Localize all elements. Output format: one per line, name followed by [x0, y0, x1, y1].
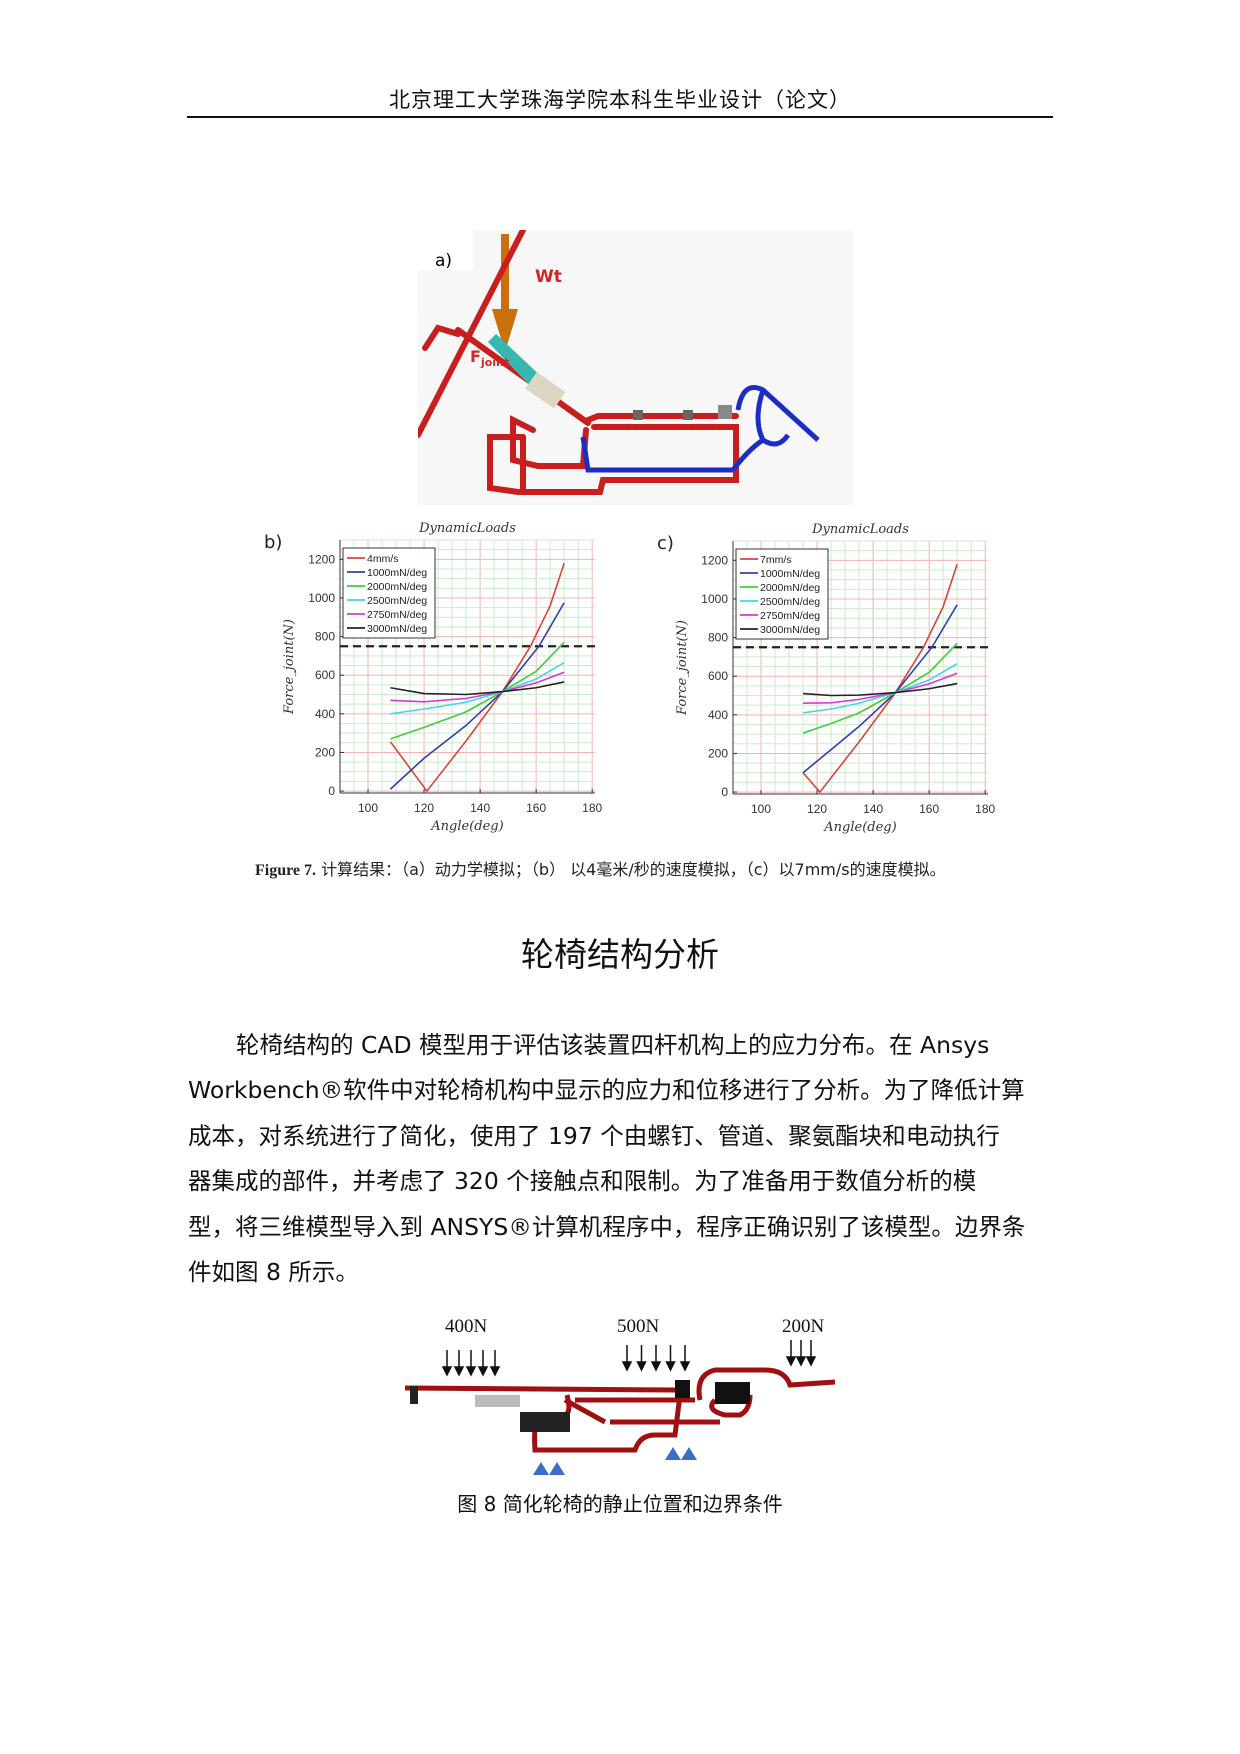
load-label-200n: 200N [782, 1316, 825, 1337]
series-line-2500mN/deg [802, 662, 958, 714]
y-tick-label: 0 [721, 785, 728, 799]
series-line-1000mN/deg [389, 602, 565, 790]
legend [342, 547, 436, 639]
x-tick-label: 120 [414, 801, 434, 815]
series-line-2000mN/deg [802, 642, 958, 734]
load-label-500n: 500N [617, 1316, 660, 1337]
series-line-3000mN/deg [802, 682, 958, 697]
body-line: Workbench®软件中对轮椅机构中显示的应力和位移进行了分析。为了降低计算 [188, 1076, 1025, 1104]
running-header: 北京理工大学珠海学院本科生毕业设计（论文） [389, 88, 851, 112]
panel-label: b) [264, 532, 282, 553]
label-fjoint: Fjoint [470, 347, 509, 369]
load-arrow [795, 1356, 807, 1367]
y-tick-label: 400 [315, 707, 335, 721]
body-line: 轮椅结构的 CAD 模型用于评估该装置四杆机构上的应力分布。在 Ansys [236, 1031, 990, 1059]
y-tick-label: 600 [708, 669, 728, 683]
chart-b: 100 120 140 160 180 0 200 400 600 800 1000 1200 4mm/… [250, 510, 630, 844]
y-tick-label: 800 [708, 631, 728, 645]
legend-label: 2500mN/deg [760, 596, 820, 608]
caption-prefix: Figure 7. [255, 862, 317, 879]
chart-svg: 100 120 140 160 180 0 200 400 600 800 1000 1200 7mm/… [657, 522, 996, 835]
y-tick-label: 800 [315, 630, 335, 644]
body-line: 型，将三维模型导入到 ANSYS®计算机程序中，程序正确识别了该模型。边界条 [188, 1213, 1026, 1241]
x-tick-label: 160 [526, 801, 546, 815]
legend-label: 2000mN/deg [760, 582, 820, 594]
load-arrow [665, 1361, 676, 1372]
x-tick-label: 100 [751, 802, 771, 816]
legend [735, 548, 829, 640]
y-tick-label: 200 [708, 746, 728, 760]
figure-8-boundary-conditions: 400N 500N 200N [395, 1300, 855, 1475]
y-tick-label: 1000 [308, 591, 335, 605]
x-tick-label: 120 [807, 802, 827, 816]
y-tick-label: 400 [708, 708, 728, 722]
load-arrow [805, 1356, 817, 1367]
legend-label: 2500mN/deg [367, 595, 427, 607]
x-tick-label: 180 [975, 802, 995, 816]
x-tick-label: 180 [582, 801, 602, 815]
y-axis-label: Force_joint(N) [282, 619, 297, 715]
load-arrow [679, 1361, 691, 1372]
header-rule [187, 116, 1053, 118]
load-arrow [465, 1366, 477, 1377]
y-tick-label: 600 [315, 668, 335, 682]
x-tick-label: 140 [863, 802, 883, 816]
legend-label: 3000mN/deg [367, 623, 427, 635]
series-line-2750mN/deg [803, 672, 958, 705]
load-arrow [785, 1356, 797, 1367]
legend-label: 2750mN/deg [367, 609, 427, 621]
chart-title: DynamicLoads [418, 521, 516, 536]
y-tick-label: 200 [315, 745, 335, 759]
series-line-1000mN/deg [802, 604, 958, 774]
body-line: 成本，对系统进行了简化，使用了 197 个由螺钉、管道、聚氨酯块和电动执行 [188, 1122, 1000, 1150]
panel-label-a: a) [435, 251, 452, 271]
series-line-2750mN/deg [390, 671, 565, 703]
series-line-3000mN/deg [390, 681, 565, 696]
y-axis-label: Force_joint(N) [675, 620, 690, 716]
load-arrow [636, 1361, 647, 1372]
y-tick-label: 1200 [308, 552, 335, 566]
legend-label: 2000mN/deg [367, 581, 427, 593]
panel-label: c) [657, 533, 674, 554]
figure-7-caption: Figure 7. 计算结果：（a）动力学模拟；（b） 以4毫米/秒的速度模拟，… [255, 856, 946, 880]
figure-a-wheelchair-dynamics: a) Wt Fjoint [415, 227, 853, 505]
chart-c: 100 120 140 160 180 0 200 400 600 800 1000 1200 7mm/… [643, 511, 1023, 845]
load-arrow [453, 1366, 465, 1377]
series-line-2500mN/deg [390, 661, 565, 715]
body-line: 器集成的部件，并考虑了 320 个接触点和限制。为了准备用于数值分析的模 [188, 1167, 977, 1195]
y-tick-label: 1000 [701, 592, 728, 606]
legend-label: 4mm/s [367, 553, 399, 565]
load-arrow [621, 1361, 633, 1372]
legend-label: 1000mN/deg [367, 567, 427, 579]
load-arrow [489, 1366, 501, 1377]
load-label-400n: 400N [445, 1316, 488, 1337]
x-axis-label: Angle(deg) [430, 819, 503, 834]
load-arrow [650, 1361, 662, 1372]
y-tick-label: 0 [328, 784, 335, 798]
x-axis-label: Angle(deg) [823, 820, 896, 835]
x-tick-label: 100 [358, 801, 378, 815]
caption-text: 计算结果：（a）动力学模拟；（b） 以4毫米/秒的速度模拟，（c）以7mm/s的… [321, 860, 946, 879]
load-arrows-icon [441, 1340, 817, 1377]
load-arrow [477, 1366, 489, 1377]
legend-label: 3000mN/deg [760, 624, 820, 636]
label-wt: Wt [535, 267, 562, 287]
body-line: 件如图 8 所示。 [188, 1258, 359, 1286]
legend-label: 7mm/s [760, 554, 792, 566]
section-title: 轮椅结构分析 [521, 935, 719, 974]
legend-label: 1000mN/deg [760, 568, 820, 580]
actuator-shape [488, 334, 545, 390]
support-triangles-icon [533, 1447, 697, 1475]
chart-svg: 100 120 140 160 180 0 200 400 600 800 1000 1200 4mm/… [264, 521, 603, 834]
series-line-2000mN/deg [390, 641, 565, 740]
y-tick-label: 1200 [701, 553, 728, 567]
x-tick-label: 140 [470, 801, 490, 815]
x-tick-label: 160 [919, 802, 939, 816]
load-arrow [441, 1366, 453, 1377]
chart-title: DynamicLoads [811, 522, 909, 537]
legend-label: 2750mN/deg [760, 610, 820, 622]
figure-8-caption: 图 8 简化轮椅的静止位置和边界条件 [457, 1492, 783, 1516]
